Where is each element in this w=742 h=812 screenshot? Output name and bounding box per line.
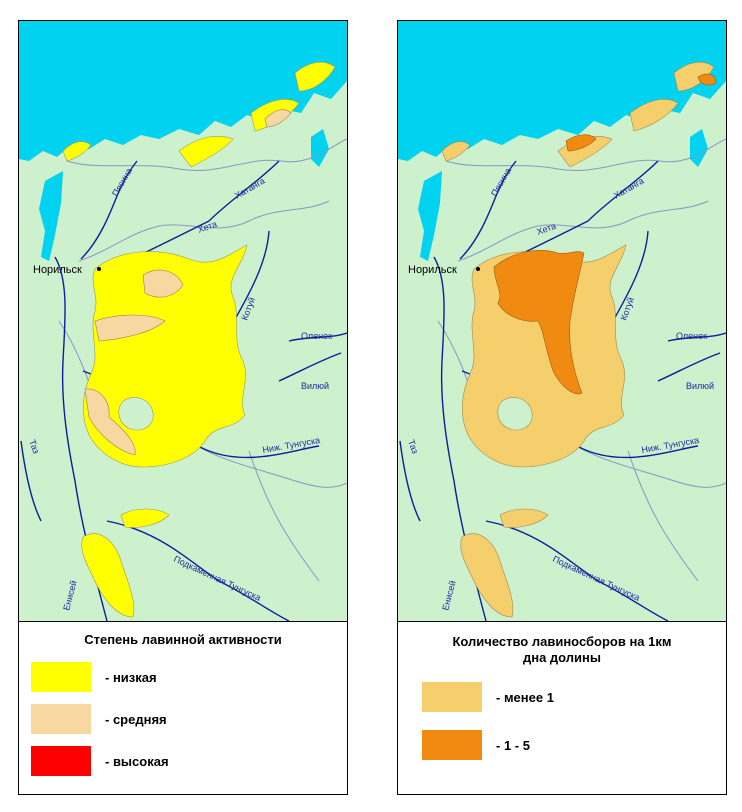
legend-label-medium: - средняя: [105, 712, 167, 727]
avalanche-density-map: Норильск Пясина Хатанга Хета Котуй Олене…: [398, 21, 726, 621]
legend-swatch-high: [31, 746, 91, 776]
vilyuy-river: [278, 352, 342, 382]
zone-lt1-north-2: [629, 99, 679, 132]
zone-medium-3: [84, 388, 136, 456]
zone-medium-4: [264, 109, 292, 128]
land-enclave: [118, 397, 154, 431]
zone-low-north-1: [178, 136, 234, 168]
river-label-vilyuy: Вилюй: [686, 381, 714, 391]
olenek-river: [288, 332, 347, 342]
zone-low-south-1: [120, 508, 170, 528]
legend-label-less-than-1: - менее 1: [496, 690, 554, 705]
river-label-taz: Таз: [27, 438, 41, 455]
zone-medium-1: [94, 314, 166, 342]
taz-river: [399, 440, 421, 522]
river-label-olenek: Оленек: [676, 331, 707, 341]
city-label-norilsk: Норильск: [408, 264, 457, 276]
podkamennaya-river: [485, 520, 669, 621]
city-label-norilsk: Норильск: [33, 264, 82, 276]
sea-area: [398, 21, 726, 161]
zone-low-south-2: [81, 533, 135, 618]
land-enclave: [497, 397, 533, 431]
vilyuy-river: [657, 352, 721, 382]
legend-title-line2: дна долины: [522, 650, 602, 665]
khatanga-river: [208, 160, 280, 222]
norilsk-marker: [476, 267, 480, 271]
zone-low-north-4: [62, 141, 92, 162]
zone-lt1-south-1: [499, 508, 549, 528]
legend-title-line1: Количество лавиносборов на 1км: [452, 634, 672, 649]
lake-area: [311, 129, 329, 167]
taz-river: [20, 440, 42, 522]
legend-label-low: - низкая: [105, 670, 157, 685]
legend-swatch-medium: [31, 704, 91, 734]
avalanche-density-legend: Количество лавиносборов на 1км дна долин…: [398, 621, 726, 794]
avalanche-density-map-panel: Норильск Пясина Хатанга Хета Котуй Олене…: [397, 20, 727, 795]
legend-swatch-low: [31, 662, 91, 692]
zone-1to5-north-1: [697, 73, 717, 86]
norilsk-marker: [97, 267, 101, 271]
podkamennaya-river: [106, 520, 290, 621]
gulf-area: [418, 171, 442, 261]
legend-swatch-less-than-1: [422, 682, 482, 712]
avalanche-zones-medium: [84, 109, 292, 456]
avalanche-zones-1-to-5: [493, 73, 717, 395]
legend-swatch-1-to-5: [422, 730, 482, 760]
regional-boundaries: [437, 138, 726, 582]
zone-1to5-north-2: [565, 134, 597, 152]
river-label-vilyuy: Вилюй: [301, 381, 329, 391]
pyasina-river: [80, 160, 138, 260]
kotuy-river: [612, 230, 649, 322]
legend-label-1-to-5: - 1 - 5: [496, 738, 530, 753]
avalanche-activity-map: Норильск Пясина Хатанга Хета Котуй Олене…: [19, 21, 347, 621]
zone-lt1-south-2: [460, 533, 514, 618]
zone-1to5-main: [493, 250, 585, 395]
river-label-olenek: Оленек: [301, 331, 332, 341]
zone-lt1-north-4: [441, 141, 471, 162]
river-label-taz: Таз: [406, 438, 420, 455]
pyasina-river: [459, 160, 517, 260]
legend-title: Степень лавинной активности: [84, 632, 282, 647]
avalanche-activity-legend: Степень лавинной активности - низкая - с…: [19, 621, 347, 794]
zone-lt1-north-3: [673, 61, 715, 92]
zone-low-north-3: [294, 61, 336, 92]
lake-area: [690, 129, 708, 167]
avalanche-activity-map-panel: Норильск Пясина Хатанга Хета Котуй Олене…: [18, 20, 348, 795]
zone-medium-2: [142, 269, 184, 298]
khatanga-river: [587, 160, 659, 222]
gulf-area: [39, 171, 63, 261]
kotuy-river: [233, 230, 270, 322]
olenek-river: [667, 332, 726, 342]
legend-label-high: - высокая: [105, 754, 169, 769]
sea-area: [19, 21, 347, 161]
